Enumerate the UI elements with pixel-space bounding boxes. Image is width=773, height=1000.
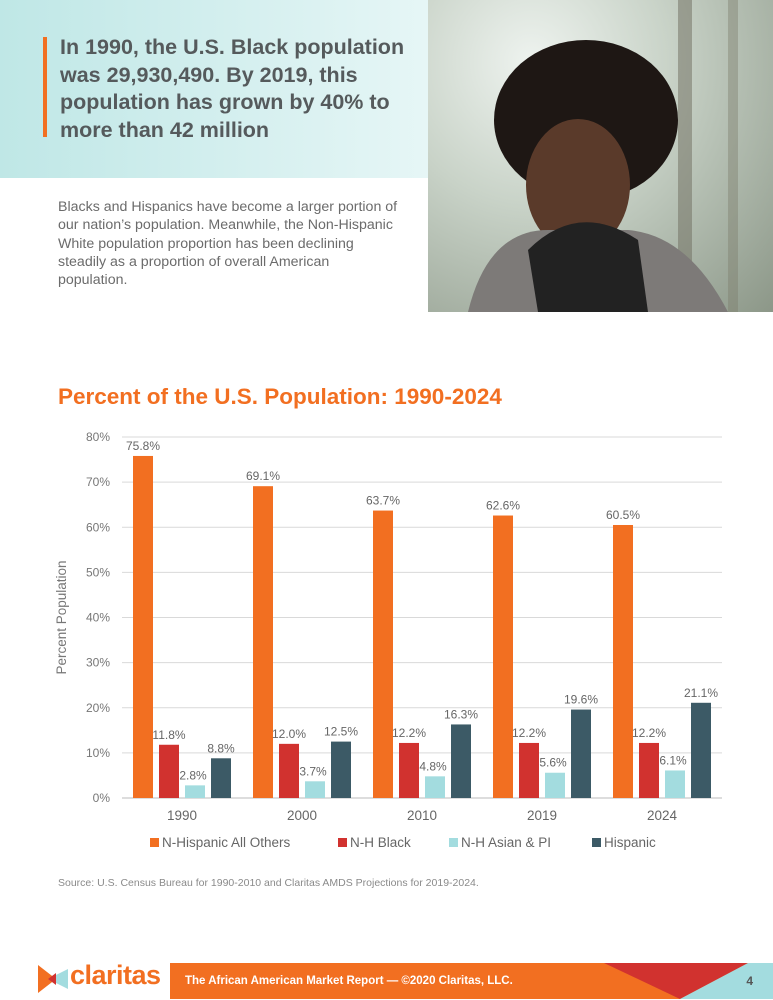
data-label: 16.3% <box>444 707 478 721</box>
bar-n-h-black-2010 <box>399 742 419 798</box>
y-tick-label: 10% <box>86 746 110 760</box>
bar-n-h-asian-pi-2024 <box>665 770 685 798</box>
data-label: 21.1% <box>684 686 718 700</box>
data-label: 63.7% <box>366 494 400 508</box>
x-tick-label: 2019 <box>527 808 557 823</box>
y-axis-label: Percent Population <box>54 560 69 674</box>
bar-hispanic-2010 <box>451 724 471 798</box>
bar-n-h-black-1990 <box>159 744 179 798</box>
x-tick-label: 2010 <box>407 808 437 823</box>
claritas-logo-icon <box>38 965 68 998</box>
data-label: 12.2% <box>392 726 426 740</box>
bar-hispanic-2000 <box>331 741 351 798</box>
y-tick-label: 20% <box>86 701 110 715</box>
accent-bar <box>43 37 47 137</box>
data-label: 12.5% <box>324 725 358 739</box>
chart-title: Percent of the U.S. Population: 1990-202… <box>58 384 502 409</box>
headline: In 1990, the U.S. Black population was 2… <box>60 35 405 142</box>
headline-panel: In 1990, the U.S. Black population was 2… <box>0 0 428 178</box>
data-label: 8.8% <box>207 741 235 755</box>
y-tick-label: 70% <box>86 475 110 489</box>
bar-n-hispanic-all-others-2010 <box>373 510 393 798</box>
population-bar-chart: 0% 10% 20% 30% 40% 50% 60% 70% 80% Percent Popula… <box>54 430 722 850</box>
legend-label: N-H Asian & PI <box>461 835 551 850</box>
data-label: 60.5% <box>606 508 640 522</box>
data-label: 12.2% <box>512 726 546 740</box>
bar-n-h-black-2024 <box>639 742 659 798</box>
bar-hispanic-1990 <box>211 758 231 798</box>
legend-swatch <box>592 838 601 847</box>
footer-text: The African American Market Report — ©20… <box>185 975 513 987</box>
x-tick-label: 2024 <box>647 808 678 823</box>
data-label: 62.6% <box>486 499 520 513</box>
data-label: 6.1% <box>659 753 687 767</box>
legend-label: N-H Black <box>350 835 411 850</box>
legend-swatch <box>338 838 347 847</box>
legend-label: N-Hispanic All Others <box>162 835 291 850</box>
x-tick-label: 1990 <box>167 808 197 823</box>
y-tick-label: 40% <box>86 611 110 625</box>
bar-n-hispanic-all-others-2000 <box>253 486 273 798</box>
data-label: 11.8% <box>152 728 185 742</box>
data-label: 12.0% <box>272 727 306 741</box>
bar-hispanic-2024 <box>691 702 711 798</box>
portrait-photo <box>428 0 773 312</box>
data-label: 3.7% <box>299 764 327 778</box>
data-label: 4.8% <box>419 759 447 773</box>
data-label: 2.8% <box>179 768 207 782</box>
x-tick-label: 2000 <box>287 808 317 823</box>
bar-n-h-black-2000 <box>279 743 299 798</box>
data-label: 75.8% <box>126 439 160 453</box>
data-label: 12.2% <box>632 726 666 740</box>
bar-n-h-asian-pi-1990 <box>185 785 205 798</box>
source-note: Source: U.S. Census Bureau for 1990-2010… <box>58 877 479 889</box>
y-tick-label: 0% <box>93 791 111 805</box>
data-label: 19.6% <box>564 693 598 707</box>
intro-paragraph: Blacks and Hispanics have become a large… <box>58 199 398 289</box>
legend-label: Hispanic <box>604 835 656 850</box>
data-label: 69.1% <box>246 469 280 483</box>
bar-n-hispanic-all-others-2024 <box>613 524 633 798</box>
bar-hispanic-2019 <box>571 709 591 798</box>
bar-n-hispanic-all-others-2019 <box>493 515 513 798</box>
bar-n-hispanic-all-others-1990 <box>133 455 153 798</box>
y-tick-label: 80% <box>86 430 110 444</box>
legend-swatch <box>449 838 458 847</box>
footer-bar: The African American Market Report — ©20… <box>170 963 773 999</box>
y-tick-label: 60% <box>86 520 110 534</box>
page-number: 4 <box>746 974 753 988</box>
claritas-logo: claritas <box>70 960 161 990</box>
bar-n-h-asian-pi-2010 <box>425 776 445 798</box>
y-tick-label: 50% <box>86 565 110 579</box>
data-label: 5.6% <box>539 756 567 770</box>
y-tick-label: 30% <box>86 656 110 670</box>
bar-n-h-asian-pi-2000 <box>305 781 325 798</box>
bar-n-h-black-2019 <box>519 742 539 798</box>
legend-swatch <box>150 838 159 847</box>
bar-n-h-asian-pi-2019 <box>545 772 565 798</box>
